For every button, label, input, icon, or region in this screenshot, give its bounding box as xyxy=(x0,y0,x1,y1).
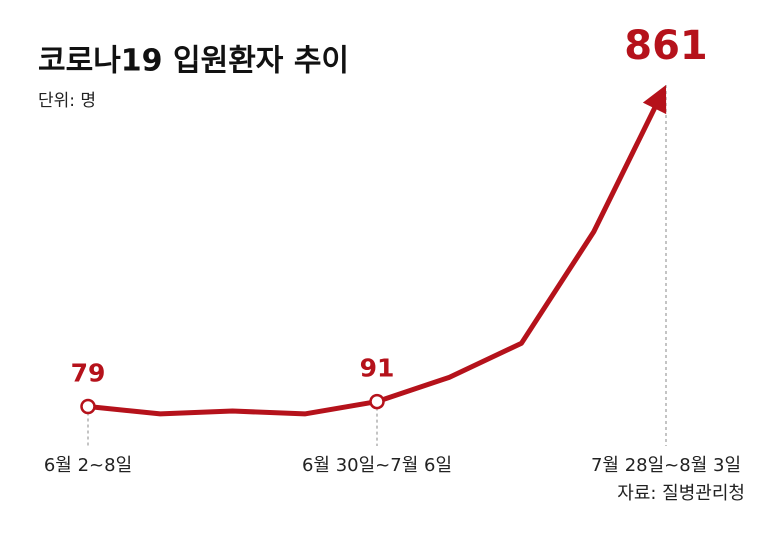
x-tick-label: 6월 30일~7월 6일 xyxy=(302,455,452,476)
x-tick-label: 7월 28일~8월 3일 xyxy=(591,455,741,476)
data-label: 861 xyxy=(624,23,708,69)
arrow-head xyxy=(642,85,667,115)
data-label: 79 xyxy=(71,359,106,388)
data-label: 91 xyxy=(360,354,395,383)
point-marker xyxy=(369,393,385,410)
source: 자료: 질병관리청 xyxy=(617,483,745,504)
chart-title: 코로나19 입원환자 추이 xyxy=(38,44,349,79)
chart-subtitle: 단위: 명 xyxy=(38,91,96,111)
x-tick-label: 6월 2~8일 xyxy=(44,455,132,476)
point-marker xyxy=(80,398,96,415)
